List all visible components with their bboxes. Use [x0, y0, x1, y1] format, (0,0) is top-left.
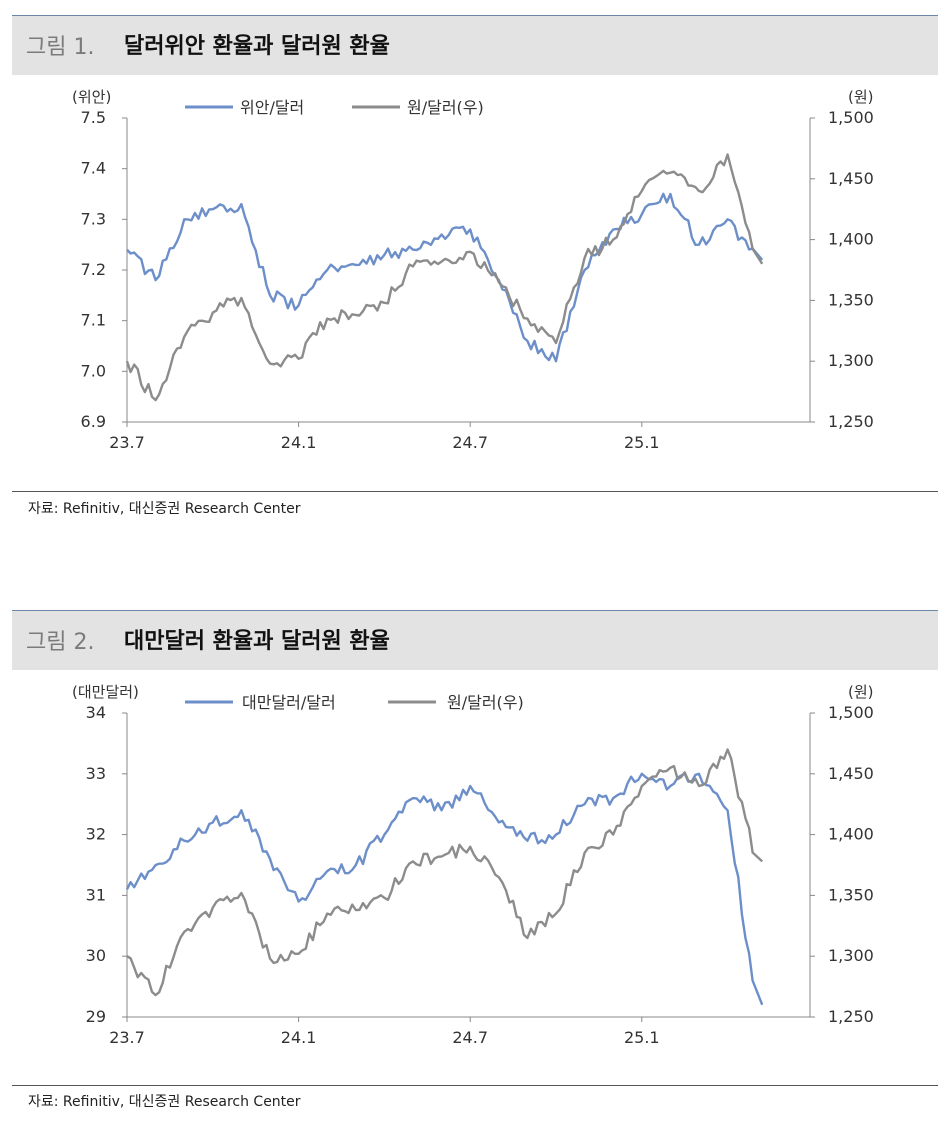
right-tick-label: 1,500: [828, 108, 874, 127]
x-tick-label: 23.7: [109, 1028, 145, 1047]
left-tick-label: 34: [86, 703, 106, 722]
figure-2-header: 그림 2. 대만달러 환율과 달러원 환율: [12, 611, 938, 670]
left-tick-label: 30: [86, 946, 106, 965]
left-tick-label: 6.9: [81, 412, 106, 431]
legend-label: 원/달러(우): [407, 98, 484, 117]
x-tick-label: 24.7: [452, 433, 488, 452]
left-tick-label: 29: [86, 1007, 106, 1026]
figure-1-source: 자료: Refinitiv, 대신증권 Research Center: [28, 501, 301, 517]
right-axis-unit: (원): [848, 88, 874, 106]
source-divider: [12, 491, 938, 492]
figure-2-title: 대만달러 환율과 달러원 환율: [124, 629, 390, 654]
figure-1-header: 그림 1. 달러위안 환율과 달러원 환율: [12, 16, 938, 75]
right-tick-label: 1,400: [828, 230, 874, 249]
left-axis-unit: (대만달러): [72, 683, 139, 701]
x-tick-label: 25.1: [624, 1028, 660, 1047]
x-tick-label: 24.1: [281, 433, 317, 452]
series-line-left: [125, 772, 764, 1006]
x-tick-label: 25.1: [624, 433, 660, 452]
figure-2-chart-svg: 34 33 32 31 30 29 1,500 1,450 1,400 1,350 1,300 1,2…: [72, 683, 874, 1047]
figure-2-source: 자료: Refinitiv, 대신증권 Research Center: [28, 1094, 301, 1110]
series-line-right: [126, 748, 764, 997]
right-tick-label: 1,300: [828, 946, 874, 965]
x-tick-label: 23.7: [109, 433, 145, 452]
figure-1-chart-svg: 7.5 7.4 7.3 7.2 7.1 7.0 6.9 1,500 1,450 1,400 1,35…: [72, 88, 874, 452]
left-tick-label: 7.0: [81, 361, 106, 380]
right-tick-label: 1,450: [828, 764, 874, 783]
x-tick-label: 24.7: [452, 1028, 488, 1047]
left-tick-label: 7.5: [81, 108, 106, 127]
left-tick-label: 32: [86, 825, 106, 844]
right-axis-unit: (원): [848, 683, 874, 701]
figure-1-chart: 7.5 7.4 7.3 7.2 7.1 7.0 6.9 1,500 1,450 1,400 1,35…: [0, 80, 950, 480]
header-top-line: [12, 15, 938, 16]
left-tick-label: 7.3: [81, 209, 106, 228]
series-line-right: [125, 153, 764, 402]
figure-2-number: 그림 2.: [26, 630, 95, 655]
legend-label: 위안/달러: [240, 98, 304, 117]
right-tick-label: 1,250: [828, 1007, 874, 1026]
right-tick-label: 1,250: [828, 412, 874, 431]
right-tick-label: 1,500: [828, 703, 874, 722]
right-tick-label: 1,400: [828, 825, 874, 844]
legend-label: 대만달러/달러: [242, 693, 336, 712]
right-tick-label: 1,300: [828, 351, 874, 370]
left-tick-label: 31: [86, 885, 106, 904]
right-tick-label: 1,350: [828, 290, 874, 309]
right-tick-label: 1,350: [828, 885, 874, 904]
header-top-line: [12, 610, 938, 611]
left-tick-label: 7.1: [81, 311, 106, 330]
right-tick-label: 1,450: [828, 169, 874, 188]
left-tick-label: 7.4: [81, 159, 106, 178]
source-divider: [12, 1085, 938, 1086]
figure-1-title: 달러위안 환율과 달러원 환율: [124, 34, 390, 59]
left-axis-unit: (위안): [72, 88, 111, 106]
left-tick-label: 33: [86, 764, 106, 783]
figure-1-number: 그림 1.: [26, 35, 95, 60]
figure-2-chart: 34 33 32 31 30 29 1,500 1,450 1,400 1,350 1,300 1,2…: [0, 675, 950, 1075]
series-line-left: [126, 192, 764, 363]
legend-label: 원/달러(우): [447, 693, 524, 712]
left-tick-label: 7.2: [81, 260, 106, 279]
x-tick-label: 24.1: [281, 1028, 317, 1047]
